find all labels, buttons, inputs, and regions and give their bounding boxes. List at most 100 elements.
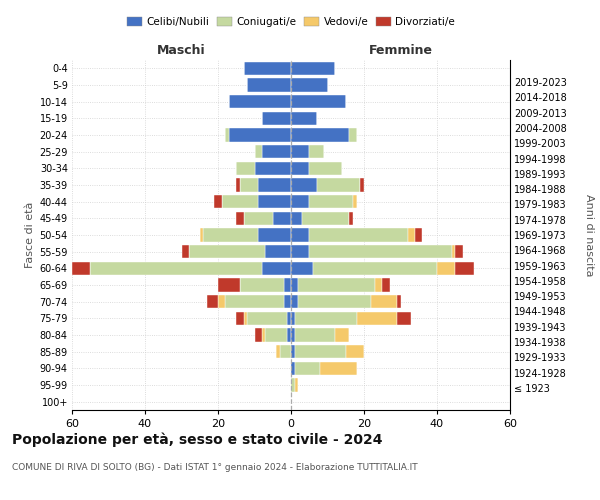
Bar	[335, 328, 349, 342]
Bar	[280, 345, 291, 358]
Bar	[277, 345, 280, 358]
Bar	[382, 278, 389, 291]
Text: COMUNE DI RIVA DI SOLTO (BG) - Dati ISTAT 1° gennaio 2024 - Elaborazione TUTTITA: COMUNE DI RIVA DI SOLTO (BG) - Dati ISTA…	[12, 462, 418, 471]
Bar	[397, 312, 412, 325]
Bar	[320, 362, 356, 375]
Bar	[291, 112, 317, 125]
Bar	[291, 178, 317, 192]
Bar	[244, 312, 247, 325]
Bar	[353, 195, 356, 208]
Bar	[295, 362, 320, 375]
Bar	[291, 362, 295, 375]
Bar	[189, 245, 265, 258]
Bar	[229, 128, 291, 141]
Bar	[284, 295, 291, 308]
Bar	[287, 328, 291, 342]
Bar	[226, 128, 229, 141]
Bar	[313, 262, 437, 275]
Bar	[258, 178, 291, 192]
Y-axis label: Fasce di età: Fasce di età	[25, 202, 35, 268]
Bar	[221, 195, 258, 208]
Bar	[397, 295, 401, 308]
Bar	[236, 178, 240, 192]
Bar	[302, 212, 349, 225]
Bar	[262, 328, 265, 342]
Bar	[437, 262, 455, 275]
Bar	[291, 312, 295, 325]
Bar	[291, 278, 298, 291]
Bar	[295, 345, 346, 358]
Bar	[455, 245, 463, 258]
Bar	[309, 228, 408, 241]
Bar	[375, 278, 382, 291]
Bar	[287, 312, 291, 325]
Bar	[291, 128, 349, 141]
Legend: Celibi/Nubili, Coniugati/e, Vedovi/e, Divorziati/e: Celibi/Nubili, Coniugati/e, Vedovi/e, Di…	[122, 12, 460, 32]
Bar	[273, 212, 291, 225]
Bar	[226, 295, 284, 308]
Bar	[309, 245, 452, 258]
Bar	[295, 378, 298, 392]
Bar	[214, 195, 221, 208]
Bar	[356, 312, 397, 325]
Bar	[218, 278, 240, 291]
Bar	[415, 228, 422, 241]
Bar	[240, 178, 258, 192]
Bar	[254, 328, 262, 342]
Text: Femmine: Femmine	[368, 44, 433, 57]
Bar	[247, 312, 287, 325]
Bar	[236, 212, 244, 225]
Bar	[203, 228, 258, 241]
Bar	[455, 262, 473, 275]
Bar	[309, 195, 353, 208]
Bar	[291, 262, 313, 275]
Bar	[291, 295, 298, 308]
Bar	[244, 62, 291, 75]
Bar	[72, 262, 90, 275]
Bar	[291, 245, 309, 258]
Bar	[262, 262, 291, 275]
Bar	[254, 162, 291, 175]
Bar	[258, 195, 291, 208]
Bar	[408, 228, 415, 241]
Bar	[247, 78, 291, 92]
Bar	[265, 328, 287, 342]
Bar	[229, 95, 291, 108]
Bar	[236, 312, 244, 325]
Bar	[295, 312, 356, 325]
Bar	[295, 328, 335, 342]
Bar	[452, 245, 455, 258]
Bar	[309, 162, 342, 175]
Bar	[291, 162, 309, 175]
Bar	[361, 178, 364, 192]
Bar	[200, 228, 203, 241]
Bar	[291, 195, 309, 208]
Bar	[240, 278, 284, 291]
Text: Maschi: Maschi	[157, 44, 206, 57]
Bar	[90, 262, 262, 275]
Bar	[262, 112, 291, 125]
Bar	[291, 212, 302, 225]
Bar	[291, 95, 346, 108]
Bar	[309, 145, 324, 158]
Bar	[291, 78, 328, 92]
Bar	[258, 228, 291, 241]
Bar	[317, 178, 361, 192]
Bar	[218, 295, 226, 308]
Bar	[284, 278, 291, 291]
Bar	[244, 212, 273, 225]
Bar	[291, 328, 295, 342]
Bar	[349, 212, 353, 225]
Bar	[207, 295, 218, 308]
Bar	[236, 162, 254, 175]
Bar	[254, 145, 262, 158]
Bar	[291, 345, 295, 358]
Bar	[265, 245, 291, 258]
Bar	[349, 128, 356, 141]
Bar	[291, 228, 309, 241]
Bar	[298, 278, 375, 291]
Y-axis label: Anni di nascita: Anni di nascita	[584, 194, 594, 276]
Bar	[291, 378, 295, 392]
Bar	[346, 345, 364, 358]
Bar	[371, 295, 397, 308]
